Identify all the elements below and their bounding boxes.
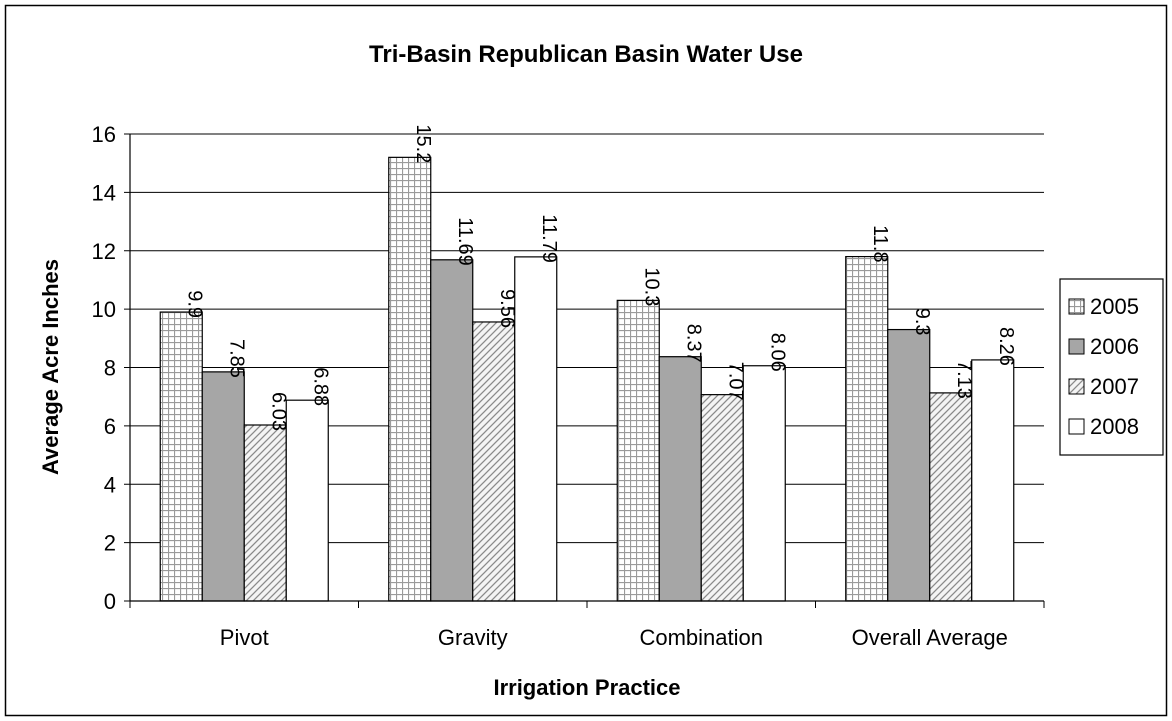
bar-2006-gravity [430, 259, 474, 602]
legend-swatch-2008 [1068, 418, 1085, 435]
y-tick-label: 6 [104, 414, 116, 439]
data-label: 7.07 [724, 362, 746, 401]
y-tick-label: 14 [92, 180, 116, 205]
bar-2005-overall-average [845, 255, 889, 602]
data-label: 8.37 [682, 324, 704, 363]
y-tick-label: 0 [104, 589, 116, 614]
legend-label: 2006 [1090, 334, 1139, 359]
legend-label: 2005 [1090, 294, 1139, 319]
x-category-label: Gravity [438, 625, 508, 650]
x-category-label: Pivot [220, 625, 269, 650]
x-axis-title: Irrigation Practice [493, 675, 680, 700]
data-label: 11.79 [538, 214, 560, 263]
data-label: 9.3 [911, 308, 933, 336]
x-category-label: Combination [639, 625, 763, 650]
legend-label: 2008 [1090, 414, 1139, 439]
bar-2007-gravity [472, 321, 516, 602]
y-tick-label: 4 [104, 472, 116, 497]
bar-2007-combination [700, 394, 744, 602]
data-label: 8.26 [995, 327, 1017, 366]
legend: 2005 2006 2007 2008 [1059, 278, 1164, 456]
bar-2008-overall-average [971, 359, 1015, 602]
bar-2007-pivot [243, 424, 287, 602]
y-tick-label: 10 [92, 297, 116, 322]
legend-label: 2007 [1090, 374, 1139, 399]
legend-swatch-2007 [1068, 378, 1085, 395]
bar-2006-overall-average [887, 328, 931, 602]
data-label: 9.56 [496, 289, 518, 328]
y-tick-label: 8 [104, 356, 116, 381]
bar-2007-overall-average [929, 392, 973, 602]
bars: 9.9 7.85 6.03 6.88 15.2 11.69 9.56 11.79 10.3 8.3… [159, 124, 1017, 602]
data-label: 9.9 [183, 290, 205, 318]
data-label: 11.8 [869, 225, 891, 262]
data-label: 6.03 [267, 392, 289, 431]
legend-swatch-2006 [1068, 338, 1085, 355]
x-category-label: Overall Average [852, 625, 1008, 650]
legend-swatch-2005 [1068, 298, 1085, 315]
bar-2005-gravity [388, 156, 432, 602]
chart-title: Tri-Basin Republican Basin Water Use [369, 41, 803, 68]
y-tick-label: 16 [92, 122, 116, 147]
y-tick-label: 12 [92, 239, 116, 264]
bar-2005-pivot [159, 311, 203, 602]
bar-2008-combination [742, 365, 786, 602]
data-label: 10.3 [640, 267, 662, 306]
axes: 0 2 4 6 8 10 12 14 16 Pivot Gravity Combination Over… [92, 122, 1045, 650]
data-label: 7.13 [953, 360, 975, 399]
bar-2008-gravity [514, 256, 558, 602]
data-label: 11.69 [454, 217, 476, 266]
data-label: 7.85 [225, 339, 247, 378]
data-label: 8.06 [766, 333, 788, 372]
bar-2005-combination [616, 299, 660, 602]
bar-2006-combination [658, 356, 702, 602]
bar-2008-pivot [285, 399, 329, 602]
data-label: 6.88 [309, 367, 331, 406]
bar-2006-pivot [201, 371, 245, 602]
y-axis-title: Average Acre Inches [38, 259, 63, 475]
data-label: 15.2 [412, 124, 434, 163]
y-tick-label: 2 [104, 531, 116, 556]
